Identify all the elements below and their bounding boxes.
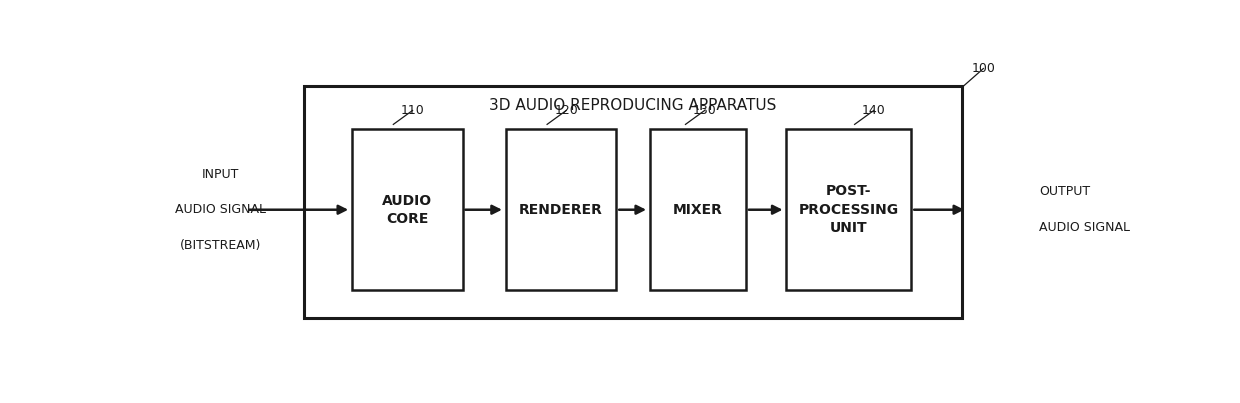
Bar [304, 85, 962, 318]
Text: MIXER: MIXER [673, 203, 723, 217]
Bar [352, 129, 463, 291]
Text: RENDERER: RENDERER [520, 203, 603, 217]
Text: 110: 110 [401, 104, 424, 117]
Text: 100: 100 [971, 62, 996, 75]
Text: OUTPUT: OUTPUT [1039, 185, 1090, 198]
Text: POST-
PROCESSING
UNIT: POST- PROCESSING UNIT [799, 184, 899, 235]
Text: 3D AUDIO REPRODUCING APPARATUS: 3D AUDIO REPRODUCING APPARATUS [489, 98, 776, 113]
Text: 120: 120 [554, 104, 578, 117]
Text: INPUT: INPUT [202, 168, 239, 181]
Text: (BITSTREAM): (BITSTREAM) [180, 239, 262, 252]
Text: 140: 140 [862, 104, 885, 117]
Text: AUDIO SIGNAL: AUDIO SIGNAL [1039, 221, 1130, 234]
Bar [786, 129, 911, 291]
Text: AUDIO SIGNAL: AUDIO SIGNAL [175, 203, 265, 216]
Bar [650, 129, 746, 291]
Bar [506, 129, 616, 291]
Text: 130: 130 [693, 104, 717, 117]
Text: AUDIO
CORE: AUDIO CORE [382, 193, 433, 226]
